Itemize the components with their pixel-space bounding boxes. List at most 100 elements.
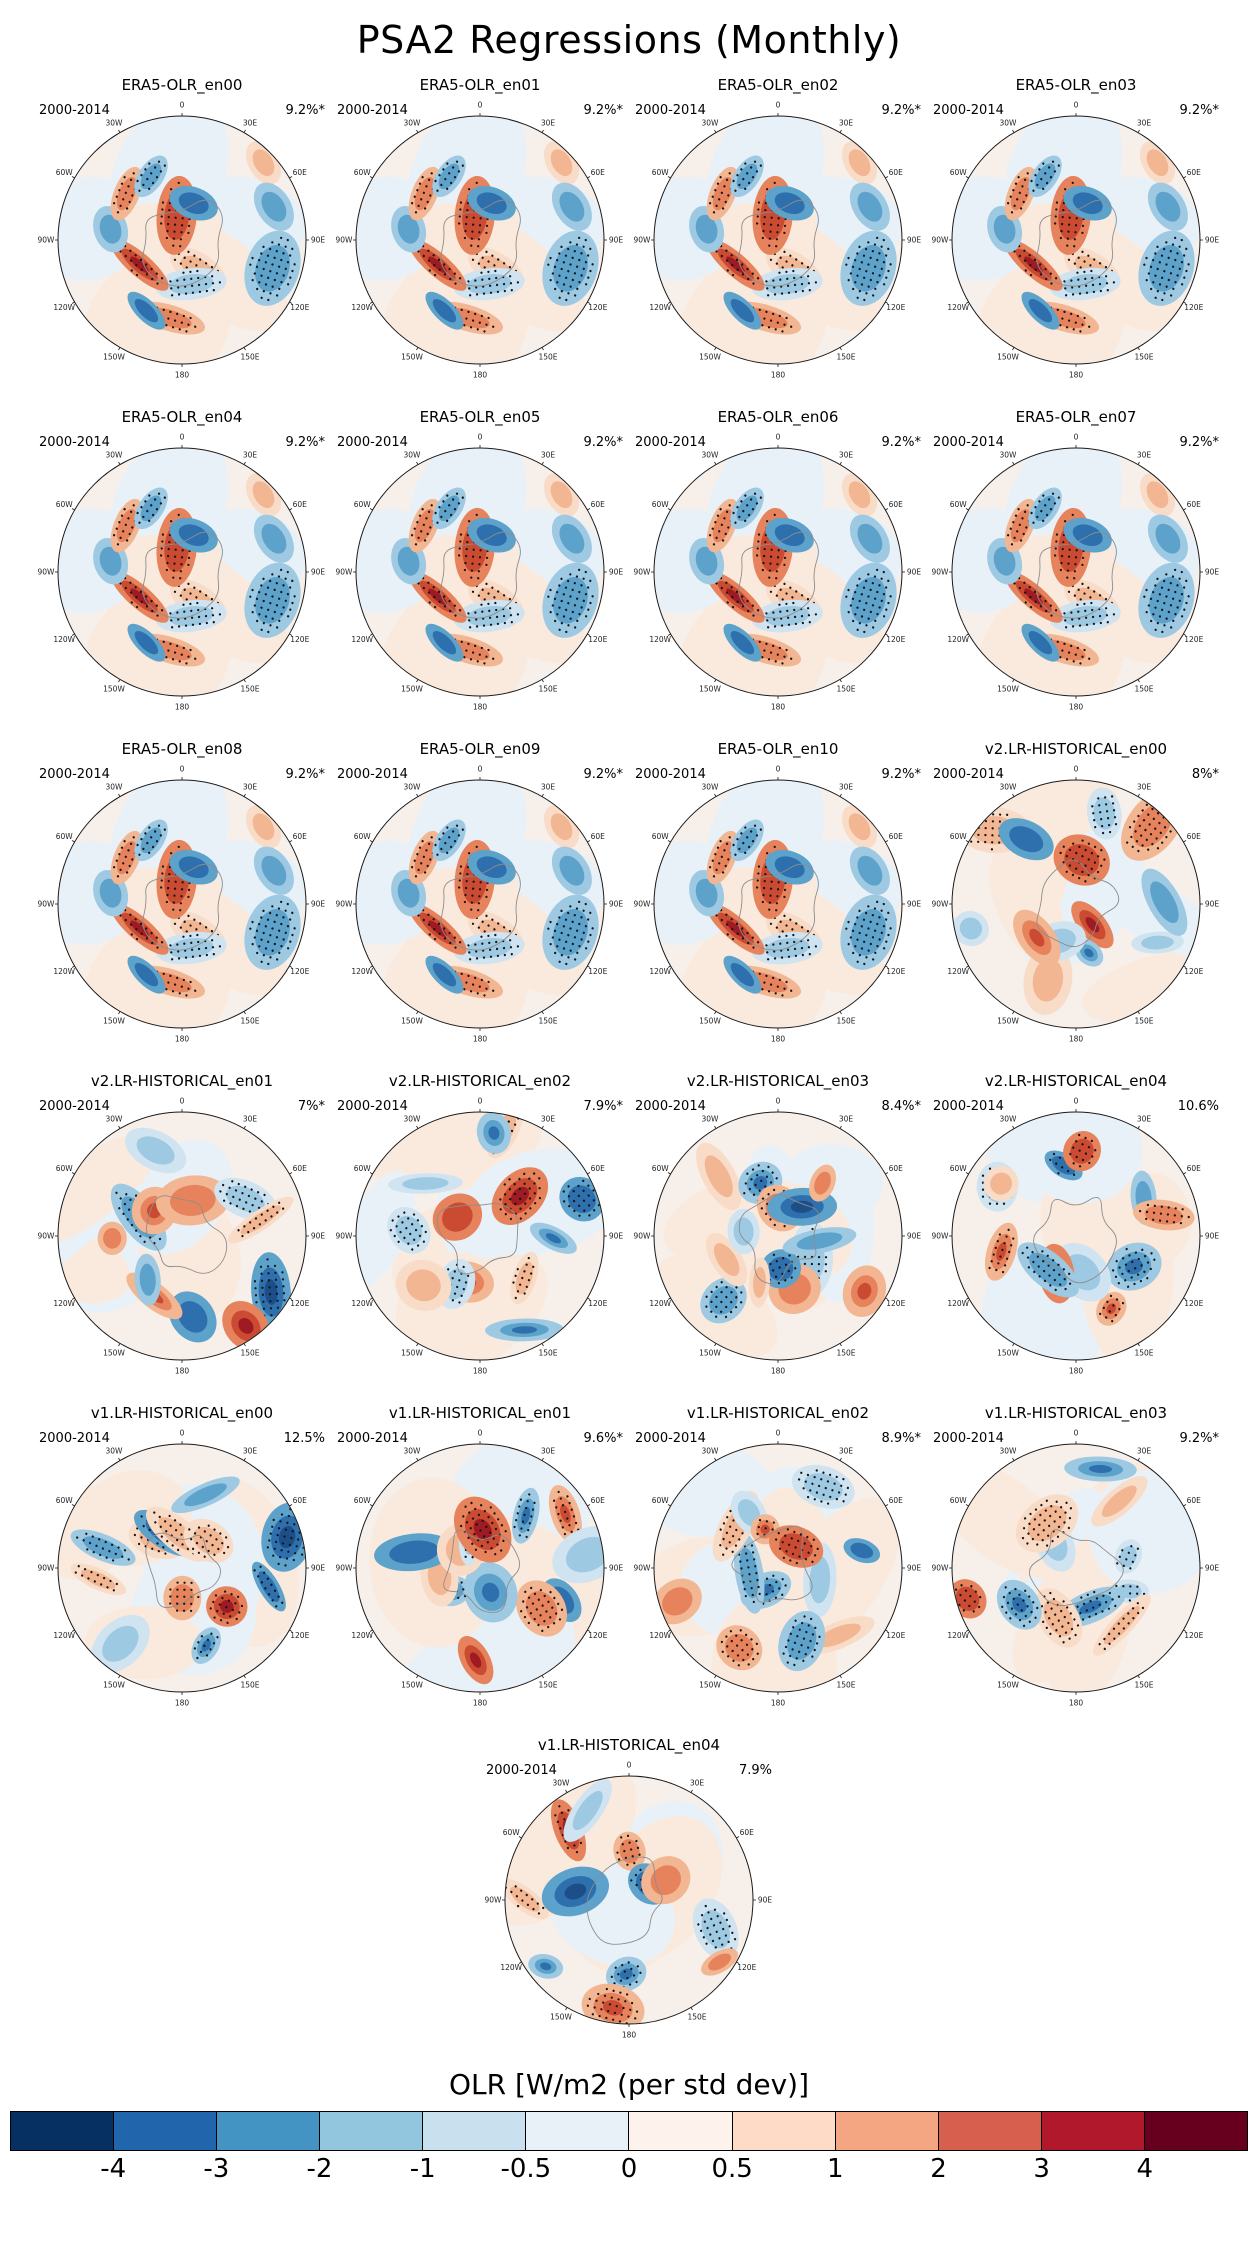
lon-tick-label: 30E: [243, 1447, 258, 1456]
panel-title: ERA5-OLR_en09: [419, 740, 541, 758]
lon-tick-label: 60E: [889, 1496, 904, 1505]
lon-tick-label: 60E: [293, 168, 308, 177]
lon-tick-label: 30W: [106, 1447, 124, 1456]
regression-field: [58, 1112, 306, 1360]
lon-tick-label: 120E: [588, 1631, 607, 1640]
map-panel: ERA5-OLR_en10 2000-2014 9.2%* 0 30E 60E 90E 120…: [630, 740, 926, 1050]
lon-tick-label: 90E: [907, 236, 922, 245]
lon-tick-label: 180: [175, 1699, 190, 1708]
regression-field: [952, 116, 1200, 364]
antarctica-coastline: [586, 1856, 663, 1945]
colorbar-cell: [11, 2112, 115, 2150]
lon-tick-label: 180: [473, 703, 488, 712]
antarctica-coastline: [440, 531, 521, 619]
lon-tick-label: 30E: [1137, 451, 1152, 460]
polar-map: 0 30E 60E 90E 120E 150E 180 150W 120W 90W 60W 30W: [485, 1761, 773, 2040]
lon-tick-label: 90W: [634, 900, 652, 909]
panel-title: ERA5-OLR_en07: [1015, 408, 1137, 426]
antarctica-coastline: [738, 863, 819, 951]
lon-tick-label: 120W: [53, 635, 75, 644]
polar-map: 0 30E 60E 90E 120E 150E 180 150W 120W 90W 60W 30W: [38, 765, 326, 1044]
colorbar-ticks: -4 -3 -2 -1 -0.5 0 0.5 1 2 3 4: [10, 2154, 1248, 2190]
panel-title: v2.LR-HISTORICAL_en01: [90, 1072, 274, 1090]
map-panel: ERA5-OLR_en08 2000-2014 9.2%* 0 30E 60E 90E 120…: [34, 740, 330, 1050]
lon-tick-label: 150W: [699, 1017, 721, 1026]
polar-map: 0 30E 60E 90E 120E 150E 180 150W 120W 90W 60W 30W: [336, 1429, 624, 1708]
lon-tick-label: 150E: [240, 1349, 259, 1358]
lon-tick-label: 0: [478, 433, 483, 442]
regression-field: [952, 448, 1200, 696]
panel-title: v2.LR-HISTORICAL_en00: [984, 740, 1168, 758]
panel-title: ERA5-OLR_en02: [717, 76, 839, 94]
lon-tick-label: 60E: [293, 1496, 308, 1505]
map-wrap: 2000-2014 9.2%* 0 30E 60E 90E 120E 150E 180 150W 1…: [332, 426, 628, 718]
figure-title: PSA2 Regressions (Monthly): [356, 18, 902, 62]
map-panel: v2.LR-HISTORICAL_en04 2000-2014 10.6% 0 30E 6…: [928, 1072, 1224, 1382]
lon-tick-label: 90E: [758, 1896, 773, 1905]
regression-field: [654, 1112, 902, 1360]
panel-title: v2.LR-HISTORICAL_en03: [686, 1072, 870, 1090]
lon-tick-label: 60E: [293, 832, 308, 841]
lon-tick-label: 120W: [53, 1631, 75, 1640]
colorbar-cell: [1041, 2112, 1145, 2150]
lon-tick-label: 30W: [702, 451, 720, 460]
antarctica-coastline: [1036, 531, 1117, 619]
map-panel: ERA5-OLR_en01 2000-2014 9.2%* 0 30E 60E 90E 120…: [332, 76, 628, 386]
lon-tick-label: 30E: [541, 1115, 556, 1124]
lon-tick-label: 180: [473, 1699, 488, 1708]
colorbar-tick-label: -1: [409, 2154, 436, 2184]
lon-tick-label: 150W: [401, 1349, 423, 1358]
polar-map: 0 30E 60E 90E 120E 150E 180 150W 120W 90W 60W 30W: [336, 101, 624, 380]
lon-tick-label: 120W: [947, 967, 969, 976]
map-panel: ERA5-OLR_en02 2000-2014 9.2%* 0 30E 60E 90E 120…: [630, 76, 926, 386]
map-wrap: 2000-2014 7.9% 0 30E 60E 90E 120E 150E 180 150W 12…: [481, 1754, 777, 2046]
lon-tick-label: 90W: [336, 900, 354, 909]
lon-tick-label: 150W: [103, 1681, 125, 1690]
lon-tick-label: 150W: [997, 685, 1019, 694]
lon-tick-label: 30W: [702, 1115, 720, 1124]
polar-map: 0 30E 60E 90E 120E 150E 180 150W 120W 90W 60W 30W: [932, 1097, 1220, 1376]
lon-tick-label: 30W: [404, 119, 422, 128]
lon-tick-label: 150W: [550, 2013, 572, 2022]
panel-row: v2.LR-HISTORICAL_en01 2000-2014 7%* 0 30E 60E…: [0, 1072, 1258, 1382]
lon-tick-label: 60E: [591, 500, 606, 509]
lon-tick-label: 120E: [588, 635, 607, 644]
lon-tick-label: 60W: [652, 168, 670, 177]
lon-tick-label: 150W: [997, 353, 1019, 362]
lon-tick-label: 60W: [652, 500, 670, 509]
map-panel: v1.LR-HISTORICAL_en00 2000-2014 12.5% 0 30E 6…: [34, 1404, 330, 1714]
lon-tick-label: 60W: [354, 168, 372, 177]
lon-tick-label: 180: [473, 1035, 488, 1044]
lon-tick-label: 30E: [243, 783, 258, 792]
lon-tick-label: 120E: [290, 635, 309, 644]
lon-tick-label: 180: [1069, 1367, 1084, 1376]
panel-row: v1.LR-HISTORICAL_en04 2000-2014 7.9% 0 30E 60…: [0, 1736, 1258, 2046]
lon-tick-label: 60W: [652, 1164, 670, 1173]
lon-tick-label: 90E: [1205, 1232, 1220, 1241]
antarctica-coastline: [440, 863, 521, 951]
lon-tick-label: 180: [175, 1035, 190, 1044]
lon-tick-label: 60E: [293, 1164, 308, 1173]
lon-tick-label: 90W: [634, 1564, 652, 1573]
lon-tick-label: 30W: [404, 1115, 422, 1124]
colorbar-cell: [217, 2112, 321, 2150]
lon-tick-label: 90E: [609, 1564, 624, 1573]
regression-field: [654, 448, 902, 696]
regression-field: [654, 780, 902, 1028]
lon-tick-label: 120W: [351, 967, 373, 976]
lon-tick-label: 150W: [401, 1017, 423, 1026]
map-wrap: 2000-2014 8.9%* 0 30E 60E 90E 120E 150E 180 150W 1…: [630, 1422, 926, 1714]
lon-tick-label: 150W: [103, 353, 125, 362]
polar-map: 0 30E 60E 90E 120E 150E 180 150W 120W 90W 60W 30W: [38, 101, 326, 380]
lon-tick-label: 60W: [354, 832, 372, 841]
lon-tick-label: 30W: [106, 783, 124, 792]
lon-tick-label: 60E: [1187, 832, 1202, 841]
colorbar-block: OLR [W/m2 (per std dev)] -4 -3 -2 -1 -0.5 0 0.…: [0, 2068, 1258, 2190]
polar-map: 0 30E 60E 90E 120E 150E 180 150W 120W 90W 60W 30W: [932, 433, 1220, 712]
polar-map: 0 30E 60E 90E 120E 150E 180 150W 120W 90W 60W 30W: [336, 765, 624, 1044]
lon-tick-label: 120W: [649, 1299, 671, 1308]
map-wrap: 2000-2014 12.5% 0 30E 60E 90E 120E 150E 180 150W 1…: [34, 1422, 330, 1714]
lon-tick-label: 60W: [503, 1828, 521, 1837]
regression-field: [58, 780, 306, 1028]
regression-field: [356, 780, 604, 1028]
